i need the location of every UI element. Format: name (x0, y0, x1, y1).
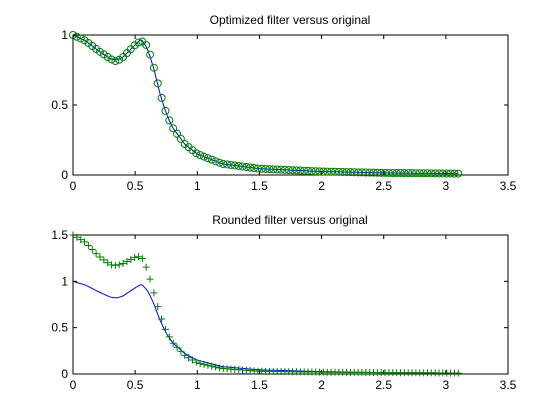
x-tick-label: 0.5 (127, 179, 144, 193)
y-tick-label: 1.5 (51, 228, 68, 242)
x-tick-label: 2.5 (375, 378, 392, 392)
y-tick-label: 1 (61, 28, 68, 42)
x-tick-label: 1 (194, 378, 201, 392)
subplot-optimized: Optimized filter versus original 0 0.5 1 1.… (51, 13, 516, 193)
x-tick-label: 3 (443, 378, 450, 392)
chart-title: Optimized filter versus original (210, 13, 371, 27)
x-tick-label: 3 (443, 179, 450, 193)
y-tick-label: 0.5 (51, 321, 68, 335)
y-tick-label: 0 (61, 367, 68, 381)
y-tick-label: 0.5 (51, 98, 68, 112)
x-tick-label: 0 (70, 179, 77, 193)
x-tick-label: 0 (70, 378, 77, 392)
axes-frame (73, 35, 508, 175)
x-tick-label: 2.5 (375, 179, 392, 193)
x-tick-label: 1.5 (251, 179, 268, 193)
y-tick-label: 0 (61, 168, 68, 182)
chart-title: Rounded filter versus original (212, 213, 367, 227)
x-tick-label: 3.5 (500, 378, 517, 392)
x-tick-label: 1.5 (251, 378, 268, 392)
x-tick-label: 2 (318, 378, 325, 392)
x-tick-label: 2 (318, 179, 325, 193)
subplot-rounded: Rounded filter versus original 0 0.5 1 1.5 2… (51, 213, 516, 392)
x-tick-label: 1 (194, 179, 201, 193)
x-tick-label: 0.5 (127, 378, 144, 392)
x-tick-label: 3.5 (500, 179, 517, 193)
y-tick-label: 1 (61, 274, 68, 288)
